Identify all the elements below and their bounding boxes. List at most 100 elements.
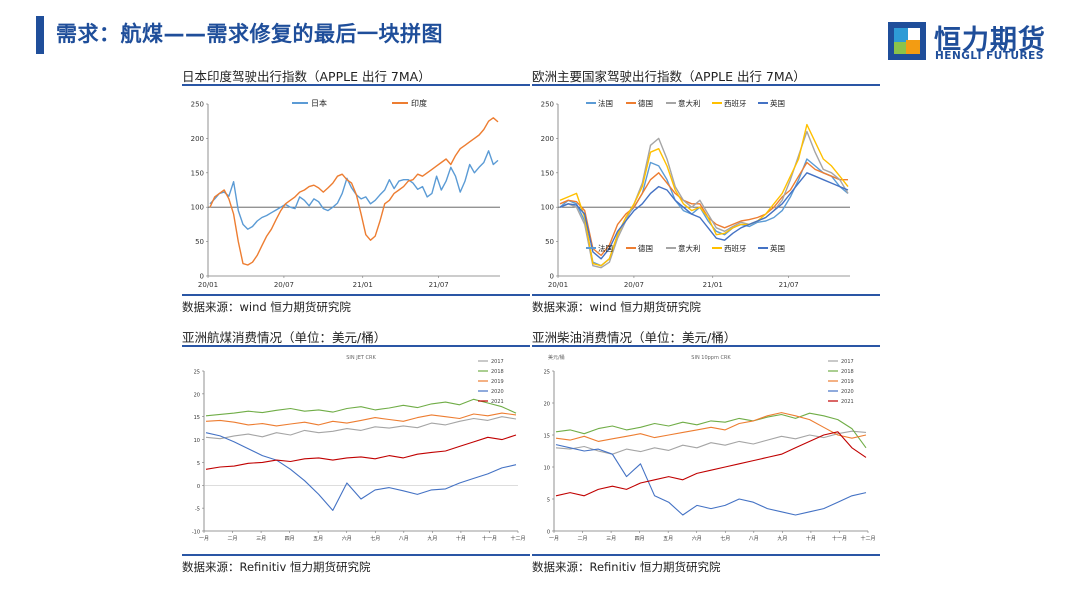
- chart-caption: SIN JET CRK: [346, 355, 376, 361]
- x-tick-label: 十二月: [860, 535, 875, 542]
- chart-panel-asia-diesel: 亚洲柴油消费情况（单位：美元/桶） 0 5 10 15 20 25 一月 二月 三月 四月 五月 六月…: [532, 327, 880, 577]
- y-tick-label: 200: [191, 135, 204, 143]
- y-tick-label: 15: [544, 434, 550, 440]
- legend-label: 2021: [841, 399, 854, 405]
- x-tick-label: 一月: [199, 536, 209, 542]
- x-tick-label: 20/01: [548, 281, 568, 289]
- y-tick-label: 0: [547, 530, 550, 536]
- legend-label: 西班牙: [724, 243, 747, 253]
- x-tick-label: 21/01: [353, 281, 373, 289]
- source-rule: [182, 554, 530, 556]
- x-tick-label: 二月: [228, 536, 238, 542]
- legend-label: 2020: [491, 389, 504, 395]
- source-note: 数据来源：Refinitiv 恒力期货研究院: [532, 560, 721, 574]
- chart-japan-india-driving: 0 50 100 150 200 250 20/01 20/07 21/01 21/07 日本 印度: [191, 98, 500, 289]
- x-tick-label: 21/07: [779, 281, 799, 289]
- legend-label: 2017: [841, 359, 854, 365]
- chart-title: 亚洲航煤消费情况（单位：美元/桶）: [182, 330, 387, 345]
- x-tick-label: 九月: [427, 535, 437, 542]
- y-tick-label: 20: [544, 402, 550, 408]
- y-tick-label: 100: [191, 204, 204, 212]
- page-title: 需求：航煤——需求修复的最后一块拼图: [56, 22, 443, 46]
- x-tick-label: 十一月: [832, 535, 847, 542]
- x-tick-label: 六月: [692, 535, 702, 542]
- x-tick-label: 20/01: [198, 281, 218, 289]
- x-tick-label: 八月: [399, 536, 409, 542]
- y-unit-label: 美元/桶: [548, 354, 565, 361]
- legend-label: 法国: [598, 243, 613, 253]
- y-tick-label: 50: [545, 238, 554, 246]
- title-rule: [182, 345, 530, 347]
- legend-label: 2018: [841, 369, 854, 375]
- y-tick-label: 250: [541, 101, 554, 109]
- chart-title: 日本印度驾驶出行指数（APPLE 出行 7MA）: [182, 69, 431, 84]
- legend-label: 德国: [638, 243, 653, 253]
- x-tick-label: 五月: [663, 536, 673, 542]
- y-tick-label: 0: [197, 484, 200, 490]
- chart-europe-driving: 05010015020025020/01 20/07 21/01 21/07法国 德国意…: [541, 98, 850, 289]
- x-tick-label: 十月: [456, 535, 466, 542]
- legend-label: 2019: [491, 379, 504, 385]
- x-tick-label: 八月: [749, 536, 759, 542]
- y-tick-label: 150: [541, 169, 554, 177]
- source-rule: [182, 294, 530, 296]
- legend-label: 西班牙: [724, 98, 747, 108]
- chart-title: 亚洲柴油消费情况（单位：美元/桶）: [532, 330, 737, 345]
- x-tick-label: 21/01: [703, 281, 723, 289]
- y-tick-label: 15: [194, 415, 200, 421]
- source-note: 数据来源：wind 恒力期货研究院: [182, 300, 351, 314]
- x-tick-label: 五月: [313, 536, 323, 542]
- series-line-2021: [555, 431, 867, 497]
- legend-label: 2021: [491, 399, 504, 405]
- logo-english-name: HENGLI FUTURES: [935, 50, 1044, 62]
- y-tick-label: 100: [541, 204, 554, 212]
- legend-label: 法国: [598, 98, 613, 108]
- legend-label: 英国: [770, 243, 785, 253]
- x-tick-label: 二月: [578, 536, 588, 542]
- company-logo: 恒力期货 HENGLI FUTURES: [888, 22, 1068, 66]
- logo-mark-icon: [888, 22, 926, 60]
- source-note: 数据来源：Refinitiv 恒力期货研究院: [182, 560, 371, 574]
- legend-label: 2019: [841, 379, 854, 385]
- series-line-西班牙: [559, 123, 849, 267]
- y-tick-label: 5: [197, 461, 200, 467]
- y-tick-label: -5: [195, 507, 200, 513]
- series-line-英国: [559, 172, 849, 260]
- x-tick-label: 四月: [285, 536, 295, 542]
- series-line-2020: [555, 444, 867, 516]
- legend-label: 2018: [491, 369, 504, 375]
- series-line-2020: [205, 432, 517, 511]
- legend-label: 2020: [841, 389, 854, 395]
- x-tick-label: 四月: [635, 536, 645, 542]
- source-note: 数据来源：wind 恒力期货研究院: [532, 300, 701, 314]
- x-tick-label: 三月: [256, 536, 266, 542]
- x-tick-label: 九月: [777, 535, 787, 542]
- legend-label: 德国: [638, 98, 653, 108]
- title-rule: [182, 84, 530, 86]
- series-line-2018: [555, 412, 867, 449]
- y-tick-label: 150: [191, 169, 204, 177]
- chart-asia-diesel-crack: 0 5 10 15 20 25 一月 二月 三月 四月 五月 六月 七月 八月 九月 十月 十一月 十二月 SIN …: [544, 354, 876, 542]
- source-rule: [532, 294, 880, 296]
- chart-caption: SIN 10ppm CRK: [691, 355, 731, 361]
- y-tick-label: 50: [195, 238, 204, 246]
- x-tick-label: 七月: [370, 535, 380, 542]
- chart-panel-europe: 欧洲主要国家驾驶出行指数（APPLE 出行 7MA） 0 50 100 150 200 2…: [532, 66, 880, 316]
- x-tick-label: 十一月: [482, 535, 497, 542]
- y-tick-label: 10: [544, 466, 550, 472]
- chart-panel-asia-jet: 亚洲航煤消费情况（单位：美元/桶） -10 -5 0 5 10 15 20 25 一月 二月 三月 四…: [182, 327, 530, 577]
- x-tick-label: 20/07: [624, 281, 644, 289]
- series-line-2019: [555, 412, 867, 442]
- series-line-2019: [205, 412, 517, 427]
- legend-label: 英国: [770, 98, 785, 108]
- x-tick-label: 七月: [720, 535, 730, 542]
- y-tick-label: 250: [191, 101, 204, 109]
- series-line-日本: [209, 150, 499, 230]
- x-tick-label: 六月: [342, 535, 352, 542]
- chart-title: 欧洲主要国家驾驶出行指数（APPLE 出行 7MA）: [532, 69, 806, 84]
- y-tick-label: 20: [194, 392, 200, 398]
- legend-label: 意大利: [678, 243, 701, 253]
- legend-label: 日本: [311, 98, 327, 108]
- y-tick-label: 200: [541, 135, 554, 143]
- title-accent-bar: [36, 16, 44, 54]
